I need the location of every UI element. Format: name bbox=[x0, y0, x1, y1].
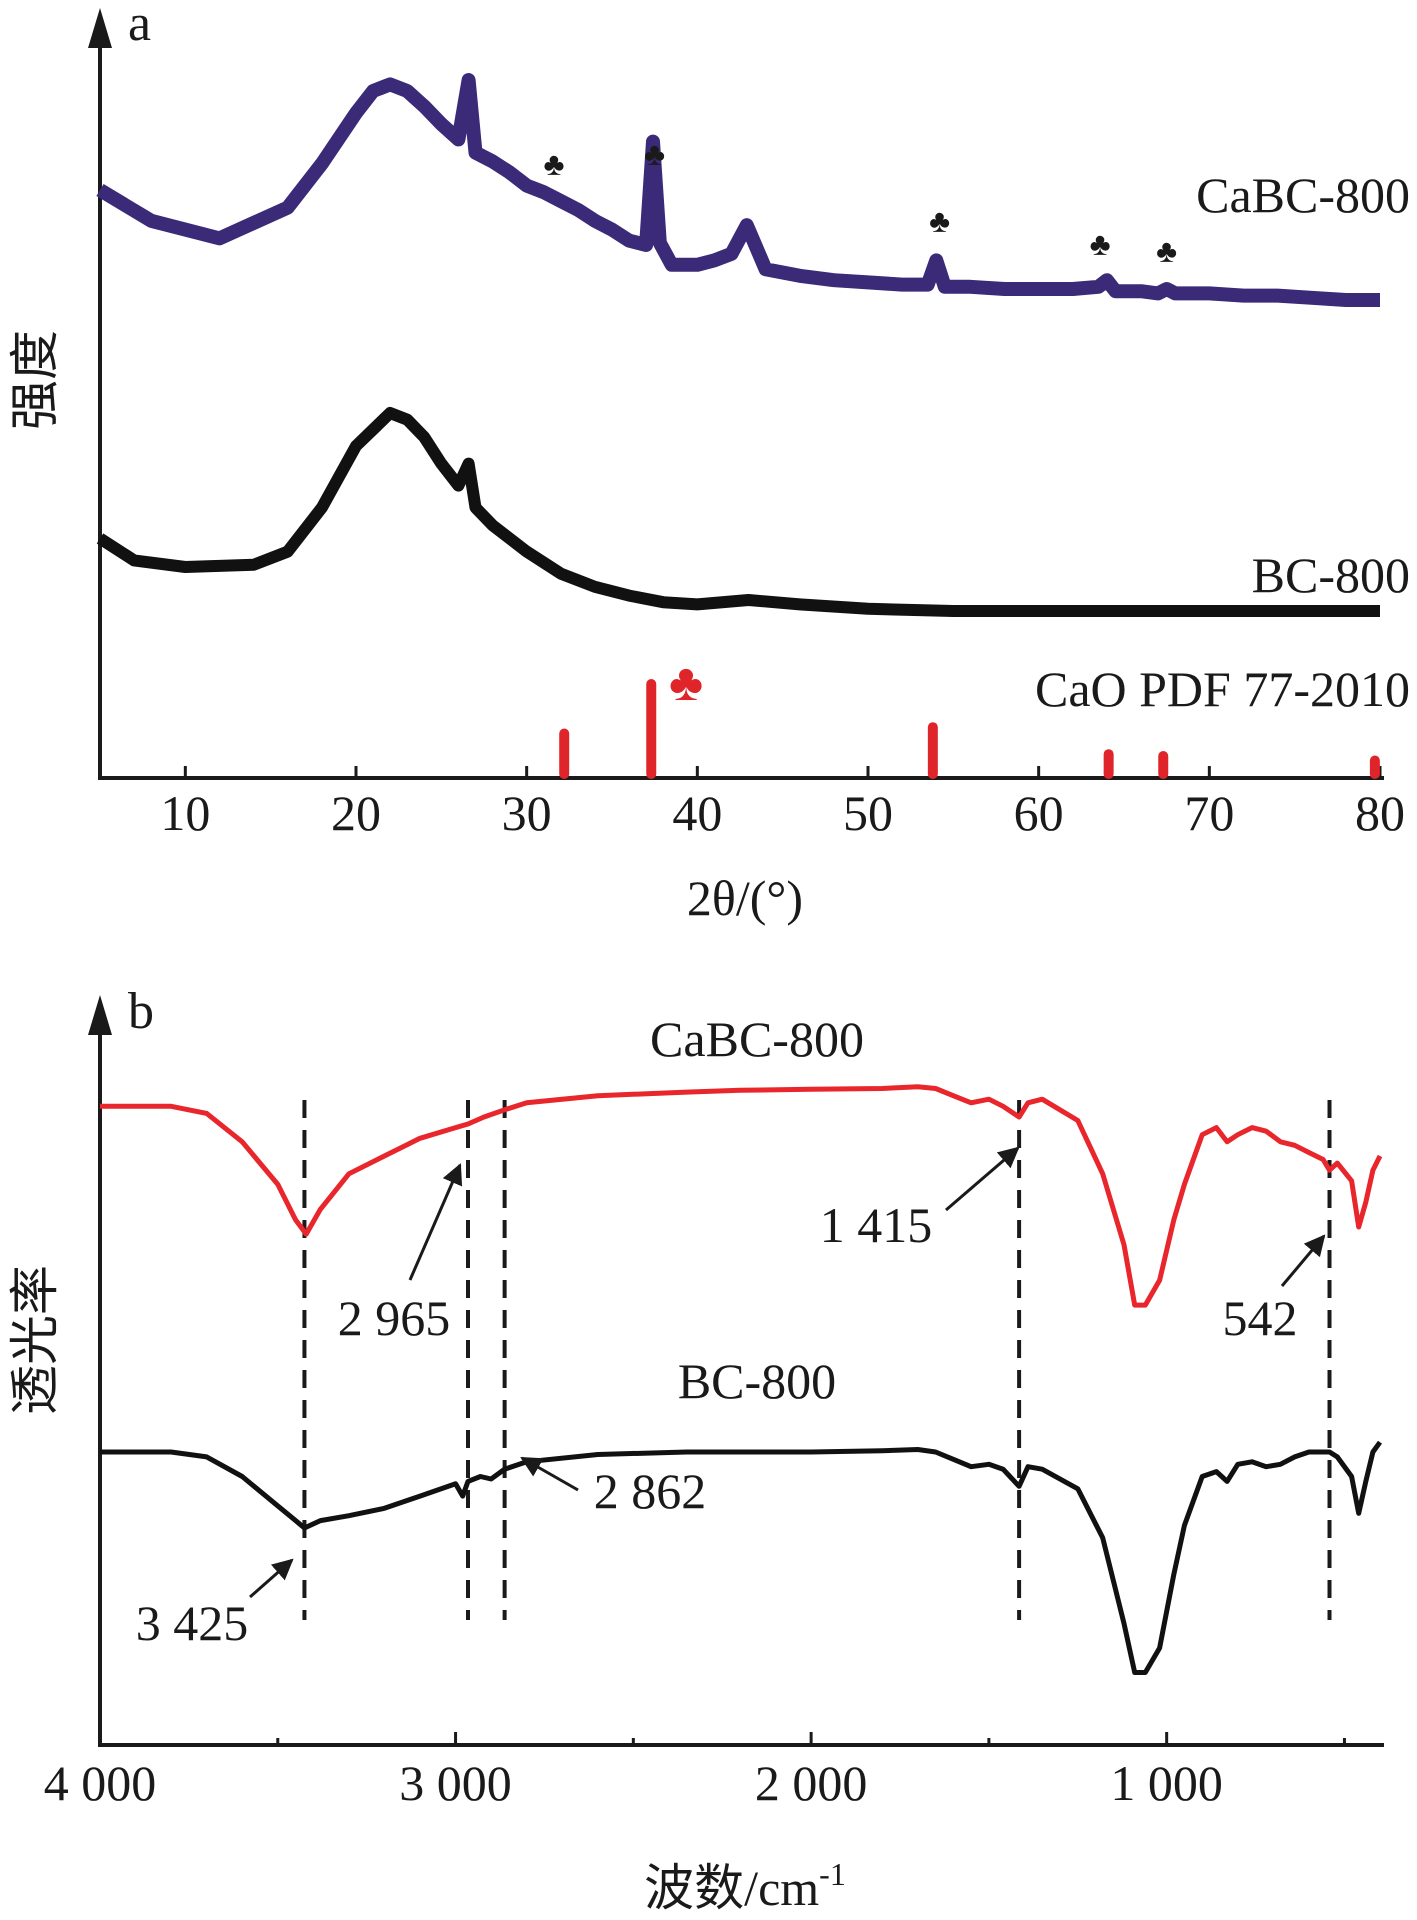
ftir-annotation-542: 542 bbox=[1223, 1290, 1298, 1346]
xrd-peak-marker: ♣ bbox=[1156, 233, 1177, 269]
ftir-annotation-2965: 2 965 bbox=[338, 1290, 451, 1346]
ftir-series-cabc-line bbox=[100, 1084, 1383, 1308]
xrd-x-tick-label: 60 bbox=[1014, 785, 1064, 841]
xrd-y-axis-label: 强度 bbox=[7, 330, 63, 430]
ftir-chart: b 4 000 3 000 2 000 1 000 波数/cm-1 透光率 CaBC-… bbox=[7, 983, 1384, 1916]
xrd-legend-cao: CaO PDF 77-2010 bbox=[1035, 661, 1410, 717]
ftir-y-axis-label: 透光率 bbox=[7, 1265, 63, 1415]
panel-b-label: b bbox=[128, 983, 154, 1040]
ftir-arrow-2965 bbox=[408, 1163, 463, 1281]
cao-club-marker: ♣ bbox=[669, 655, 703, 712]
xrd-x-tick-label: 10 bbox=[160, 785, 210, 841]
ftir-x-tick-label: 1 000 bbox=[1110, 1755, 1223, 1811]
panel-a-label: a bbox=[128, 0, 151, 52]
xrd-x-tick-label: 50 bbox=[843, 785, 893, 841]
xrd-chart: a 10 20 30 40 50 60 70 80 ♣ ♣ ♣ ♣ ♣ ♣ 2θ/(°) 强度 CaB… bbox=[7, 0, 1410, 926]
xrd-legend-cabc: CaBC-800 bbox=[1196, 167, 1410, 223]
ftir-legend-bc: BC-800 bbox=[678, 1353, 836, 1409]
xrd-series-cabc-line bbox=[96, 73, 1380, 307]
ftir-annotation-1415: 1 415 bbox=[820, 1197, 933, 1253]
ftir-annotation-3425: 3 425 bbox=[136, 1595, 249, 1651]
xrd-x-tick-label: 70 bbox=[1184, 785, 1234, 841]
ftir-arrow-1415 bbox=[945, 1146, 1020, 1212]
ftir-legend-cabc: CaBC-800 bbox=[650, 1011, 864, 1067]
ftir-x-axis-label-text: 波数/cm bbox=[644, 1860, 819, 1916]
ftir-y-axis-arrow bbox=[88, 995, 112, 1035]
ftir-x-axis-label-sup: -1 bbox=[819, 1856, 846, 1892]
xrd-peak-marker: ♣ bbox=[644, 136, 665, 172]
ftir-x-tick-label: 3 000 bbox=[399, 1755, 512, 1811]
ftir-x-axis-label: 波数/cm-1 bbox=[644, 1856, 846, 1916]
xrd-legend-bc: BC-800 bbox=[1252, 547, 1410, 603]
ftir-annotation-2862: 2 862 bbox=[594, 1463, 707, 1519]
xrd-y-axis-arrow bbox=[88, 8, 112, 48]
xrd-x-tick-label: 20 bbox=[331, 785, 381, 841]
xrd-series-bc-line bbox=[96, 407, 1380, 617]
ftir-arrow-2862 bbox=[520, 1456, 579, 1492]
ftir-arrow-3425 bbox=[249, 1558, 294, 1599]
xrd-peak-marker: ♣ bbox=[543, 146, 564, 182]
xrd-x-tick-label: 40 bbox=[672, 785, 722, 841]
xrd-peak-marker: ♣ bbox=[1090, 226, 1111, 262]
ftir-series-bc-line bbox=[100, 1440, 1383, 1675]
xrd-peak-marker: ♣ bbox=[929, 203, 950, 239]
ftir-arrow-542 bbox=[1280, 1234, 1326, 1287]
ftir-x-tick-label: 4 000 bbox=[44, 1755, 157, 1811]
xrd-x-tick-label: 30 bbox=[502, 785, 552, 841]
xrd-x-tick-label: 80 bbox=[1355, 785, 1405, 841]
ftir-x-tick-label: 2 000 bbox=[755, 1755, 868, 1811]
xrd-x-axis-label: 2θ/(°) bbox=[687, 870, 803, 926]
